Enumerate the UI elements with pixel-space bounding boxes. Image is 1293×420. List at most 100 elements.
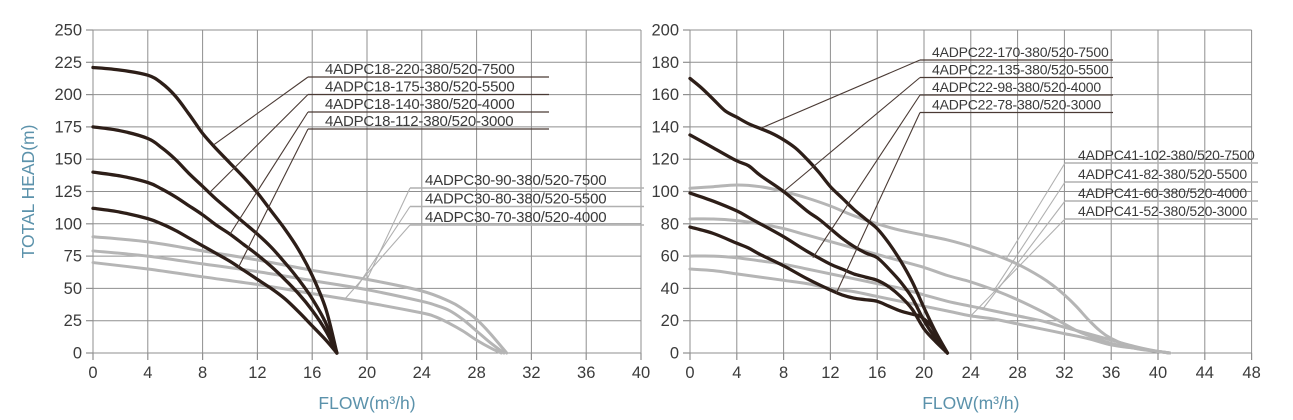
y-tick-label: 125 [54, 183, 82, 201]
y-tick-label: 50 [64, 280, 82, 298]
curve-label: 4ADPC22-78-380/520-3000 [932, 97, 1101, 113]
x-tick-label: 40 [1149, 364, 1167, 382]
y-tick-label: 0 [73, 345, 82, 363]
y-tick-label: 40 [661, 280, 679, 298]
curve-4ADPC18-220-380/520-7500 [91, 65, 339, 355]
x-tick-label: 36 [1102, 364, 1120, 382]
y-tick-label: 140 [651, 118, 679, 136]
left-chart: 0 4 8 12 16 20 24 28 32 36 40 0 25 50 75 100 125 150 175 20… [18, 22, 650, 414]
leader-line [970, 218, 1066, 317]
x-tick-label: 4 [732, 364, 741, 382]
curve-4ADPC30-70-380/520-4000 [91, 261, 503, 355]
curve-label-block-dark: 4ADPC18-220-380/520-75004ADPC18-175-380/… [209, 61, 549, 268]
y-tick-label: 200 [54, 86, 82, 104]
curve-4ADPC18-112-380/520-3000 [91, 206, 339, 355]
x-tick-label: 44 [1196, 364, 1214, 382]
y-tick-label: 250 [54, 22, 82, 40]
x-tick-label: 24 [962, 364, 980, 382]
y-tick-label: 200 [651, 22, 679, 40]
leader-line [366, 187, 411, 280]
curve-label: 4ADPC41-60-380/520-4000 [1078, 185, 1247, 201]
x-tick-label: 28 [467, 364, 485, 382]
leader-line [982, 200, 1066, 310]
curve-label: 4ADPC22-98-380/520-4000 [932, 79, 1101, 95]
curve-label: 4ADPC30-70-380/520-4000 [425, 209, 606, 226]
y-tick-label: 160 [651, 86, 679, 104]
y-tick-label: 75 [64, 248, 82, 266]
y-tick-label: 100 [651, 183, 679, 201]
x-tick-label: 12 [821, 364, 839, 382]
leader-line [993, 181, 1066, 291]
x-tick-label: 0 [88, 364, 97, 382]
x-axis-title: FLOW(m³/h) [318, 393, 415, 413]
curve-label: 4ADPC18-112-380/520-3000 [325, 113, 513, 130]
y-tick-label: 100 [54, 215, 82, 233]
x-tick-label: 8 [779, 364, 788, 382]
x-tick-label: 12 [248, 364, 266, 382]
curve-label: 4ADPC18-220-380/520-7500 [325, 61, 515, 78]
curve-4ADPC41-82-380/520-5500 [688, 217, 1172, 355]
axis-ticks: 0 4 8 12 16 20 24 28 32 36 40 0 25 50 75 100 125 150 175 20… [54, 22, 650, 383]
y-tick-label: 60 [661, 248, 679, 266]
leader-line [213, 76, 309, 146]
curve-label: 4ADPC22-135-380/520-5500 [932, 62, 1109, 78]
curve-label: 4ADPC41-102-380/520-7500 [1078, 147, 1255, 163]
curve-label: 4ADPC18-175-380/520-5500 [325, 79, 515, 96]
y-tick-label: 0 [670, 345, 679, 363]
y-tick-label: 150 [54, 151, 82, 169]
x-tick-label: 32 [522, 364, 540, 382]
curve-label: 4ADPC30-90-380/520-7500 [425, 172, 606, 189]
leader-line [759, 59, 921, 130]
curve-label-block-gray: 4ADPC30-90-380/520-7500 4ADPC30-80-380/52… [344, 172, 644, 300]
leader-line [237, 128, 309, 268]
y-tick-label: 120 [651, 151, 679, 169]
y-tick-label: 175 [54, 118, 82, 136]
curve-4ADPC41-52-380/520-3000 [688, 267, 1172, 355]
curve-4ADPC22-170-380/520-7500 [688, 76, 950, 355]
curve-label: 4ADPC41-52-380/520-3000 [1078, 203, 1247, 219]
axis-ticks: 0 4 8 12 16 20 24 28 32 36 40 44 4802040608010012014… [651, 22, 1260, 383]
leader-line [783, 77, 921, 192]
x-tick-label: 24 [413, 364, 431, 382]
x-tick-label: 8 [198, 364, 207, 382]
leader-line [812, 94, 921, 259]
x-tick-label: 32 [1055, 364, 1073, 382]
leader-line [209, 94, 309, 194]
x-tick-label: 28 [1008, 364, 1026, 382]
x-axis-title: FLOW(m³/h) [922, 393, 1019, 413]
leader-line [1005, 162, 1066, 260]
x-tick-label: 48 [1242, 364, 1260, 382]
leader-line [835, 112, 921, 294]
curve-label-block-dark: 4ADPC22-170-380/520-7500 4ADPC22-135-380/… [759, 44, 1113, 294]
x-tick-label: 4 [143, 364, 152, 382]
leader-line [229, 111, 309, 235]
x-tick-label: 16 [868, 364, 886, 382]
curves [91, 65, 509, 355]
curve-4ADPC41-60-380/520-4000 [688, 254, 1172, 355]
x-tick-label: 36 [577, 364, 595, 382]
x-tick-label: 16 [303, 364, 321, 382]
y-tick-label: 25 [64, 312, 82, 330]
curve-4ADPC18-175-380/520-5500 [91, 125, 339, 355]
leader-line [355, 206, 411, 289]
y-tick-label: 20 [661, 312, 679, 330]
x-tick-label: 20 [358, 364, 376, 382]
curve-label: 4ADPC18-140-380/520-4000 [325, 96, 515, 113]
right-chart: 0 4 8 12 16 20 24 28 32 36 40 44 4802040608010012014… [651, 22, 1260, 414]
curve-4ADPC30-80-380/520-5500 [91, 249, 506, 355]
y-tick-label: 180 [651, 54, 679, 72]
curve-4ADPC22-78-380/520-3000 [688, 225, 950, 355]
grid [689, 29, 1253, 354]
curve-label: 4ADPC30-80-380/520-5500 [425, 191, 606, 208]
y-axis-title: TOTAL HEAD(m) [18, 125, 38, 259]
x-tick-label: 40 [632, 364, 650, 382]
x-tick-label: 20 [915, 364, 933, 382]
y-tick-label: 80 [661, 215, 679, 233]
curve-4ADPC30-90-380/520-7500 [91, 235, 509, 355]
y-tick-label: 225 [54, 54, 82, 72]
curve-4ADPC22-135-380/520-5500 [688, 133, 950, 355]
leader-line [344, 224, 411, 300]
curve-4ADPC22-98-380/520-4000 [688, 191, 950, 355]
